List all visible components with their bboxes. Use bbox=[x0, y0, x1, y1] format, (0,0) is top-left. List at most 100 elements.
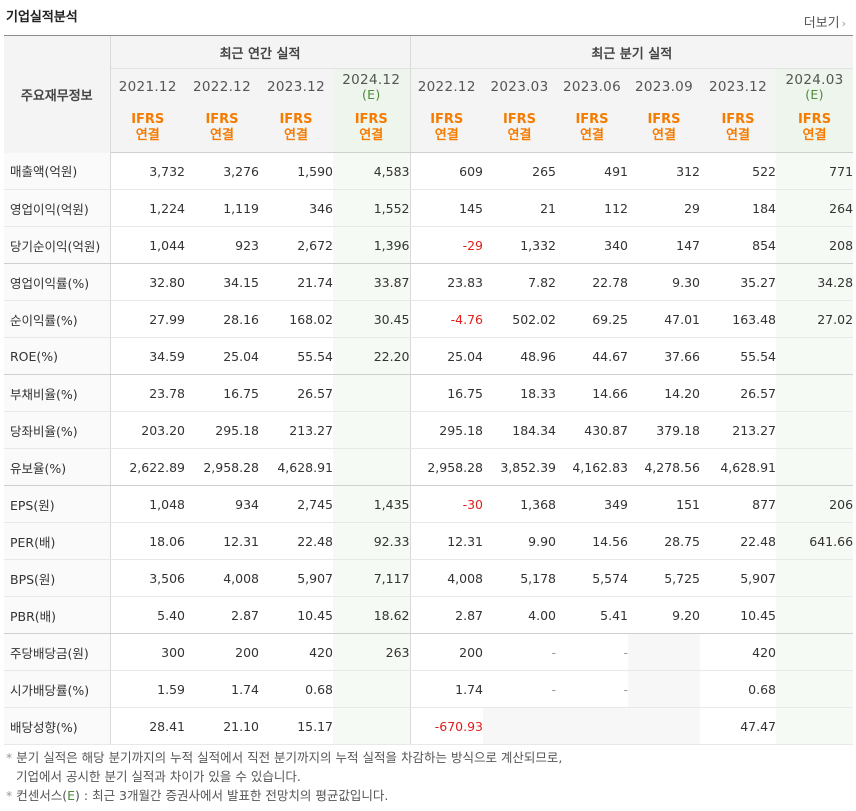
period-year: 2024.12 bbox=[342, 72, 401, 88]
table-cell: 23.78 bbox=[110, 374, 185, 412]
table-cell: 15.17 bbox=[259, 707, 333, 745]
table-row: BPS(원) 3,506 4,008 5,907 7,117 4,008 5,178 5,57… bbox=[4, 559, 854, 597]
table-cell: 3,506 bbox=[110, 559, 185, 597]
table-cell: 27.02 bbox=[776, 300, 854, 338]
table-cell: 28.41 bbox=[110, 707, 185, 745]
row-label: 배당성향(%) bbox=[4, 707, 111, 745]
table-cell: 312 bbox=[628, 152, 700, 190]
table-cell: 1,048 bbox=[110, 485, 185, 523]
table-cell: 34.59 bbox=[110, 337, 185, 375]
more-link[interactable]: 더보기 › bbox=[804, 12, 846, 31]
table-cell: 420 bbox=[259, 633, 333, 671]
period-estimate-mark: (E) bbox=[805, 87, 824, 102]
row-label: 유보율(%) bbox=[4, 448, 111, 486]
table-cell: 609 bbox=[410, 152, 483, 190]
basis-scope: 연결 bbox=[434, 128, 459, 143]
table-cell: 1,590 bbox=[259, 152, 333, 190]
table-cell: 163.48 bbox=[700, 300, 776, 338]
table-cell: 37.66 bbox=[628, 337, 700, 375]
table-cell: 47.47 bbox=[700, 707, 776, 745]
table-cell: 206 bbox=[776, 485, 854, 523]
table-cell bbox=[333, 411, 411, 449]
table-cell: 23.83 bbox=[410, 263, 483, 301]
table-cell: 2.87 bbox=[185, 596, 259, 634]
table-cell: 12.31 bbox=[410, 522, 483, 560]
table-cell: 263 bbox=[333, 633, 411, 671]
table-cell: 522 bbox=[700, 152, 776, 190]
note-line-3-pre: 컨센서스( bbox=[16, 788, 68, 803]
basis-header: IFRS 연결 bbox=[700, 104, 776, 153]
table-cell: 18.06 bbox=[110, 522, 185, 560]
table-cell bbox=[483, 707, 556, 745]
period-header-row: 2021.12 2022.12 2023.12 2024.12 (E) 2022.12 20… bbox=[4, 68, 854, 104]
table-cell: 203.20 bbox=[110, 411, 185, 449]
basis-header: IFRS 연결 bbox=[333, 104, 411, 153]
table-cell: 1,224 bbox=[110, 189, 185, 227]
table-row: 부채비율(%) 23.78 16.75 26.57 16.75 18.33 14.66 14.… bbox=[4, 374, 854, 412]
basis-standard: IFRS bbox=[721, 112, 755, 127]
table-cell: 265 bbox=[483, 152, 556, 190]
table-cell: 4,278.56 bbox=[628, 448, 700, 486]
table-cell: 2.87 bbox=[410, 596, 483, 634]
table-cell: 923 bbox=[185, 226, 259, 264]
table-cell: 147 bbox=[628, 226, 700, 264]
table-cell: 213.27 bbox=[700, 411, 776, 449]
period-year: 2024.03 bbox=[785, 72, 844, 88]
table-cell bbox=[333, 707, 411, 745]
table-cell: 854 bbox=[700, 226, 776, 264]
table-cell: 7,117 bbox=[333, 559, 411, 597]
period-year: 2022.12 bbox=[417, 78, 476, 95]
table-cell: 0.68 bbox=[259, 670, 333, 708]
table-cell: 14.66 bbox=[556, 374, 628, 412]
table-cell: 5.41 bbox=[556, 596, 628, 634]
table-cell bbox=[776, 596, 854, 634]
table-cell: 1,332 bbox=[483, 226, 556, 264]
annual-group-header: 최근 연간 실적 bbox=[110, 36, 411, 69]
period-header: 2023.03 bbox=[483, 68, 556, 104]
basis-scope: 연결 bbox=[726, 128, 750, 143]
table-cell: 26.57 bbox=[700, 374, 776, 412]
period-header: 2022.12 bbox=[410, 68, 483, 104]
table-cell: 4.00 bbox=[483, 596, 556, 634]
table-cell: 33.87 bbox=[333, 263, 411, 301]
table-cell bbox=[628, 633, 700, 671]
basis-scope: 연결 bbox=[210, 128, 234, 143]
table-row: 당기순이익(억원) 1,044 923 2,672 1,396 -29 1,332 340 14… bbox=[4, 226, 854, 264]
table-cell: 44.67 bbox=[556, 337, 628, 375]
table-cell: 92.33 bbox=[333, 522, 411, 560]
basis-header: IFRS 연결 bbox=[259, 104, 333, 153]
table-cell: 5,907 bbox=[700, 559, 776, 597]
basis-header: IFRS 연결 bbox=[483, 104, 556, 153]
table-cell bbox=[333, 670, 411, 708]
table-cell: 25.04 bbox=[410, 337, 483, 375]
table-cell: 47.01 bbox=[628, 300, 700, 338]
basis-standard: IFRS bbox=[575, 112, 609, 127]
table-cell: 18.33 bbox=[483, 374, 556, 412]
note-line-3-e: E bbox=[67, 788, 76, 803]
footnotes: * 분기 실적은 해당 분기까지의 누적 실적에서 직전 분기까지의 누적 실적… bbox=[6, 748, 562, 805]
table-cell: 21 bbox=[483, 189, 556, 227]
table-cell: 5.40 bbox=[110, 596, 185, 634]
table-cell: 4,008 bbox=[410, 559, 483, 597]
table-cell: 379.18 bbox=[628, 411, 700, 449]
table-cell bbox=[776, 411, 854, 449]
table-cell: 29 bbox=[628, 189, 700, 227]
table-cell bbox=[776, 670, 854, 708]
table-row: 영업이익률(%) 32.80 34.15 21.74 33.87 23.83 7.82 22.… bbox=[4, 263, 854, 301]
table-cell: 295.18 bbox=[185, 411, 259, 449]
table-cell: 491 bbox=[556, 152, 628, 190]
period-year: 2023.12 bbox=[709, 78, 767, 95]
basis-scope: 연결 bbox=[652, 128, 676, 143]
basis-scope: 연결 bbox=[802, 128, 827, 143]
basis-standard: IFRS bbox=[354, 112, 388, 127]
table-cell: 2,622.89 bbox=[110, 448, 185, 486]
basis-standard: IFRS bbox=[131, 112, 165, 127]
table-cell: 18.62 bbox=[333, 596, 411, 634]
table-cell: 28.16 bbox=[185, 300, 259, 338]
table-cell: 9.20 bbox=[628, 596, 700, 634]
table-cell: 22.20 bbox=[333, 337, 411, 375]
table-cell: 1,435 bbox=[333, 485, 411, 523]
period-year: 2022.12 bbox=[193, 78, 251, 95]
basis-header: IFRS 연결 bbox=[628, 104, 700, 153]
period-header: 2023.06 bbox=[556, 68, 628, 104]
